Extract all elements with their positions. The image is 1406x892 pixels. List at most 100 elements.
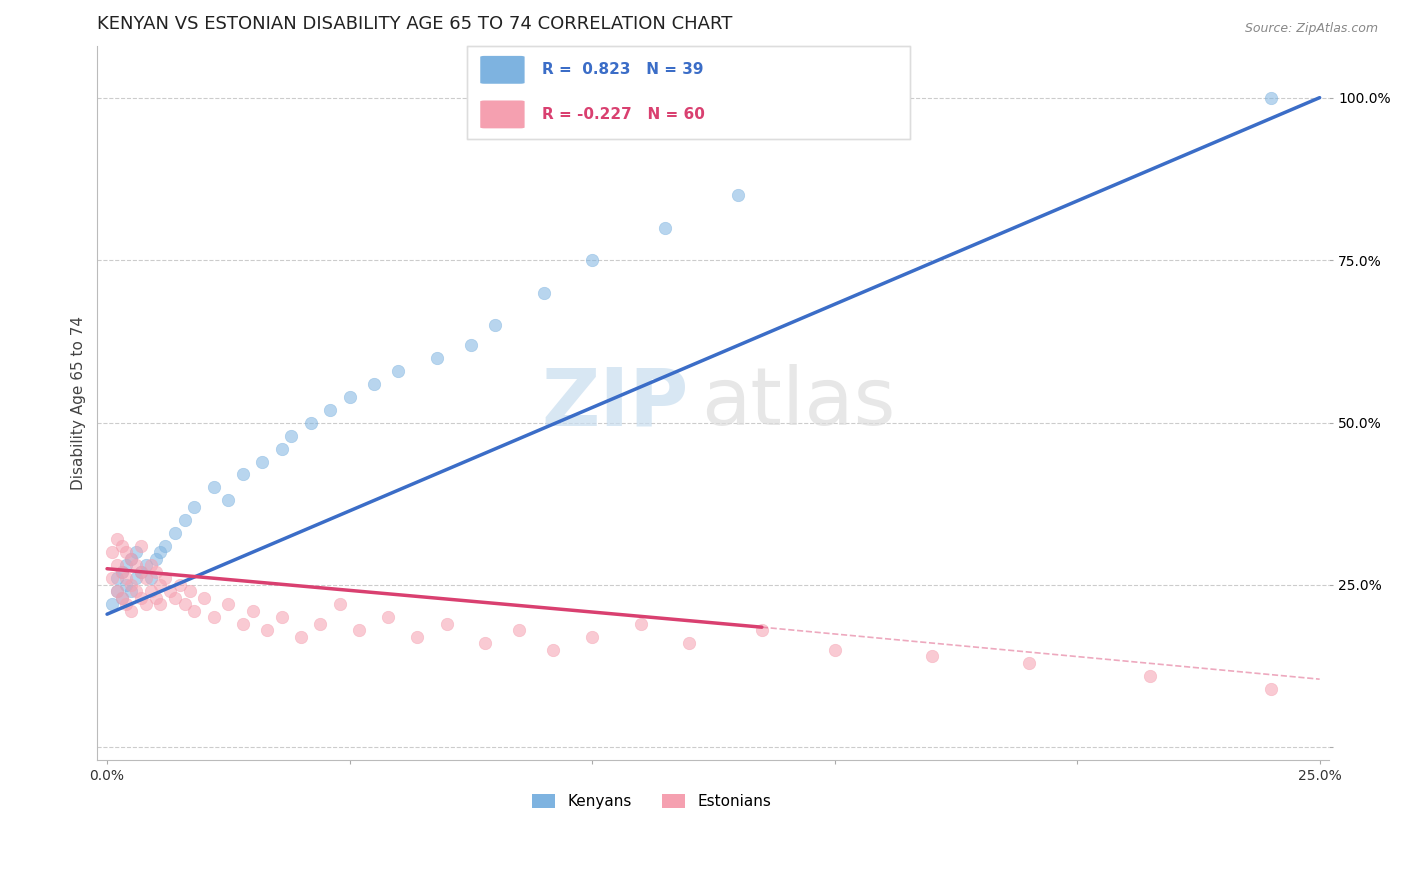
Point [101, 571, 124, 585]
Point [139, 584, 162, 599]
Point [115, 578, 138, 592]
Point [232, 616, 254, 631]
Point [101, 545, 124, 559]
Point [581, 253, 603, 268]
Point [377, 610, 399, 624]
Point [145, 552, 167, 566]
Point [145, 565, 167, 579]
Point [169, 578, 191, 592]
Point [460, 337, 482, 351]
Point [120, 578, 142, 592]
Point [110, 539, 132, 553]
Point [149, 545, 172, 559]
Point [155, 571, 177, 585]
Point [105, 571, 128, 585]
Point [159, 584, 181, 599]
Point [135, 598, 157, 612]
Point [183, 500, 205, 514]
Point [1018, 656, 1040, 670]
Point [139, 558, 162, 573]
Point [252, 454, 274, 468]
Point [581, 630, 603, 644]
Point [120, 552, 142, 566]
Point [299, 416, 322, 430]
Point [110, 591, 132, 605]
Point [115, 598, 138, 612]
Point [339, 390, 361, 404]
Point [727, 188, 749, 202]
Point [120, 552, 142, 566]
Point [110, 565, 132, 579]
Point [101, 598, 124, 612]
Point [125, 571, 148, 585]
Point [202, 481, 225, 495]
Point [426, 351, 449, 365]
Point [129, 539, 152, 553]
Text: Source: ZipAtlas.com: Source: ZipAtlas.com [1244, 22, 1378, 36]
Legend: Kenyans, Estonians: Kenyans, Estonians [524, 787, 779, 817]
Point [135, 558, 157, 573]
Point [256, 624, 278, 638]
Point [125, 584, 148, 599]
Point [508, 624, 530, 638]
Point [120, 604, 142, 618]
Point [129, 591, 152, 605]
Point [406, 630, 429, 644]
Point [217, 598, 239, 612]
Point [329, 598, 352, 612]
Point [129, 565, 152, 579]
Point [290, 630, 312, 644]
Y-axis label: Disability Age 65 to 74: Disability Age 65 to 74 [72, 316, 86, 490]
Point [173, 598, 195, 612]
Point [115, 558, 138, 573]
Point [145, 591, 167, 605]
Point [105, 533, 128, 547]
Point [654, 220, 676, 235]
Point [1260, 681, 1282, 696]
Point [135, 571, 157, 585]
Point [110, 591, 132, 605]
Point [280, 428, 302, 442]
Point [543, 643, 565, 657]
Point [474, 636, 496, 650]
Point [115, 571, 138, 585]
Point [1139, 669, 1161, 683]
Point [105, 584, 128, 599]
Point [125, 558, 148, 573]
Point [349, 624, 371, 638]
Point [163, 526, 186, 541]
Point [319, 402, 342, 417]
Point [751, 624, 773, 638]
Point [139, 571, 162, 585]
Point [387, 363, 409, 377]
Point [129, 565, 152, 579]
Point [163, 591, 186, 605]
Point [105, 558, 128, 573]
Point [630, 616, 652, 631]
Point [202, 610, 225, 624]
Point [270, 442, 292, 456]
Point [179, 584, 201, 599]
Point [363, 376, 385, 391]
Point [678, 636, 700, 650]
Text: ZIP: ZIP [541, 364, 689, 442]
Point [120, 584, 142, 599]
Point [533, 285, 555, 300]
Point [125, 545, 148, 559]
Point [270, 610, 292, 624]
Point [242, 604, 264, 618]
Point [921, 649, 943, 664]
Point [173, 513, 195, 527]
Point [436, 616, 458, 631]
Text: atlas: atlas [702, 364, 896, 442]
Point [115, 545, 138, 559]
Point [232, 467, 254, 482]
Point [105, 584, 128, 599]
Point [155, 539, 177, 553]
Point [1260, 90, 1282, 104]
Point [149, 598, 172, 612]
Point [110, 565, 132, 579]
Point [309, 616, 332, 631]
Point [217, 493, 239, 508]
Point [149, 578, 172, 592]
